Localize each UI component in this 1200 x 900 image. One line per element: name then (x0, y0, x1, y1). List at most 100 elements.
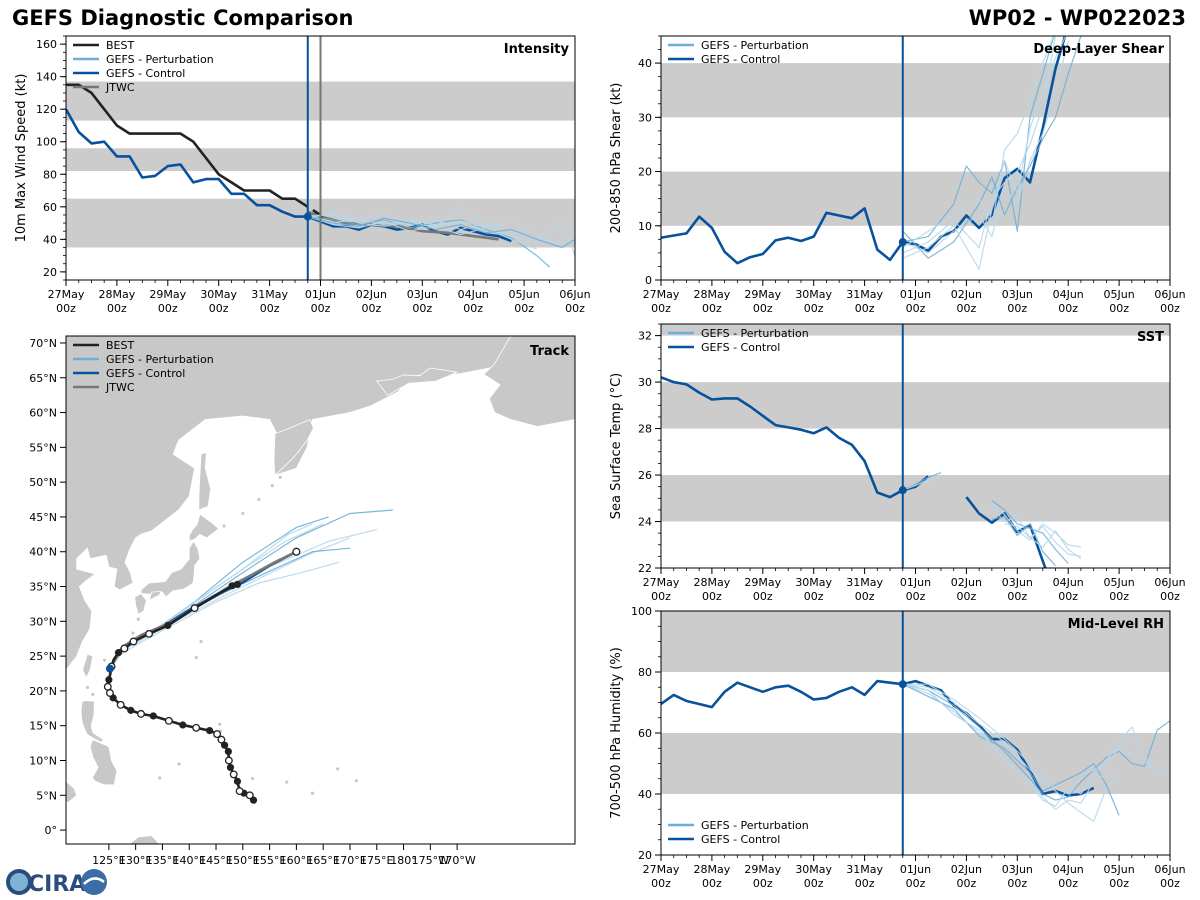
x-tick-label-day: 01Jun (900, 863, 931, 876)
island (102, 658, 107, 662)
island (278, 475, 282, 479)
series-line (978, 502, 1082, 548)
island (310, 791, 315, 795)
x-tick-label-day: 03Jun (1002, 576, 1033, 589)
series-line (991, 516, 1056, 567)
x-tick-label-day: 31May (846, 288, 883, 301)
legend-label: GEFS - Perturbation (106, 53, 214, 66)
plot-area-sst (661, 324, 1170, 568)
x-tick-label-day: 05Jun (1104, 863, 1135, 876)
jtwc-end-point (292, 547, 301, 556)
x-tick-label-day: 30May (795, 288, 832, 301)
best-track-point (105, 676, 113, 684)
x-tick-label-hour: 00z (651, 590, 671, 603)
island (177, 762, 181, 766)
x-tick-label-hour: 00z (1109, 590, 1129, 603)
best-track-point (127, 706, 135, 714)
best-track-point-open (245, 791, 254, 800)
landmass-honshu (140, 540, 201, 598)
lon-tick-label: 140°E (173, 854, 206, 867)
x-tick-label-day: 06Jun (1154, 863, 1185, 876)
series-line (991, 500, 1069, 564)
lat-tick-label: 45°N (29, 511, 57, 524)
legend-label: GEFS - Control (106, 367, 185, 380)
x-tick-label-day: 27May (48, 288, 85, 301)
lon-tick-label: 165°E (306, 854, 339, 867)
lat-tick-label: 25°N (29, 650, 57, 663)
landmass-taiwan (82, 653, 94, 679)
landmass-chukotka-east (376, 367, 459, 396)
lat-tick-label: 70°N (29, 337, 57, 350)
series-line (307, 216, 538, 250)
best-track-point-open (224, 756, 233, 765)
y-tick-label: 40 (43, 233, 57, 246)
x-tick-label-hour: 00z (1160, 302, 1180, 315)
island (199, 639, 203, 644)
threshold-band (661, 63, 1170, 118)
y-tick-label: 28 (638, 423, 652, 436)
y-tick-label: 32 (638, 330, 652, 343)
y-tick-label: 24 (638, 516, 652, 529)
panel-frame (65, 335, 576, 845)
x-tick-label-day: 27May (643, 863, 680, 876)
x-tick-label-day: 04Jun (1053, 576, 1084, 589)
best-track-point-open (103, 682, 112, 691)
analysis-point (898, 486, 907, 495)
island (354, 779, 358, 783)
legend-label: JTWC (105, 381, 135, 394)
best-track-point (224, 747, 232, 756)
x-tick-label-hour: 00z (107, 302, 127, 315)
y-tick-label: 40 (638, 57, 652, 70)
best-track-point-open (229, 770, 238, 779)
y-tick-label: 40 (638, 788, 652, 801)
x-tick-label-hour: 00z (56, 302, 76, 315)
x-tick-label-day: 02Jun (951, 288, 982, 301)
x-tick-label-day: 03Jun (1002, 288, 1033, 301)
analysis-point (898, 680, 907, 689)
x-tick-label-day: 28May (694, 576, 731, 589)
lon-tick-label: 135°E (146, 854, 179, 867)
x-tick-label-hour: 00z (753, 302, 773, 315)
x-tick-label-hour: 00z (1007, 302, 1027, 315)
island (270, 484, 274, 488)
landmass-asia-mainland (66, 336, 512, 671)
perturbation-track (109, 561, 340, 669)
series-line (902, 36, 1055, 249)
cira-logo: CIRA (6, 869, 107, 897)
x-tick-label-hour: 00z (804, 302, 824, 315)
x-tick-label-day: 30May (200, 288, 237, 301)
storm-id-title: WP02 - WP022023 (968, 6, 1186, 30)
x-tick-label-day: 27May (643, 576, 680, 589)
lat-tick-label: 15°N (29, 720, 57, 733)
best-track-point (233, 580, 242, 589)
series-line (307, 206, 575, 244)
threshold-band (661, 382, 1170, 429)
control-analysis-point (105, 664, 114, 673)
y-tick-label: 160 (36, 38, 57, 51)
panel-title: Track (530, 344, 569, 359)
x-tick-label-day: 28May (694, 288, 731, 301)
x-tick-label-day: 02Jun (951, 863, 982, 876)
x-tick-label-day: 01Jun (305, 288, 336, 301)
panel-title: Intensity (504, 42, 570, 57)
x-tick-label-day: 31May (846, 863, 883, 876)
x-tick-label-hour: 00z (311, 302, 331, 315)
threshold-band (661, 324, 1170, 336)
best-track-point (149, 712, 157, 720)
cira-globe-inner (10, 873, 28, 891)
lat-tick-label: 60°N (29, 407, 57, 420)
x-tick-label-hour: 00z (1109, 302, 1129, 315)
x-tick-label-hour: 00z (702, 302, 722, 315)
x-tick-label-hour: 00z (1058, 302, 1078, 315)
landmass-kamchatka (273, 418, 314, 477)
x-tick-label-hour: 00z (1007, 877, 1027, 890)
x-tick-label-day: 29May (149, 288, 186, 301)
series-line (902, 683, 1170, 795)
y-tick-label: 0 (645, 274, 652, 287)
y-tick-label: 22 (638, 562, 652, 575)
x-tick-label-day: 05Jun (1104, 576, 1135, 589)
lat-tick-label: 40°N (29, 546, 57, 559)
legend-label: GEFS - Control (106, 67, 185, 80)
y-axis-label: Sea Surface Temp (°C) (609, 373, 624, 520)
